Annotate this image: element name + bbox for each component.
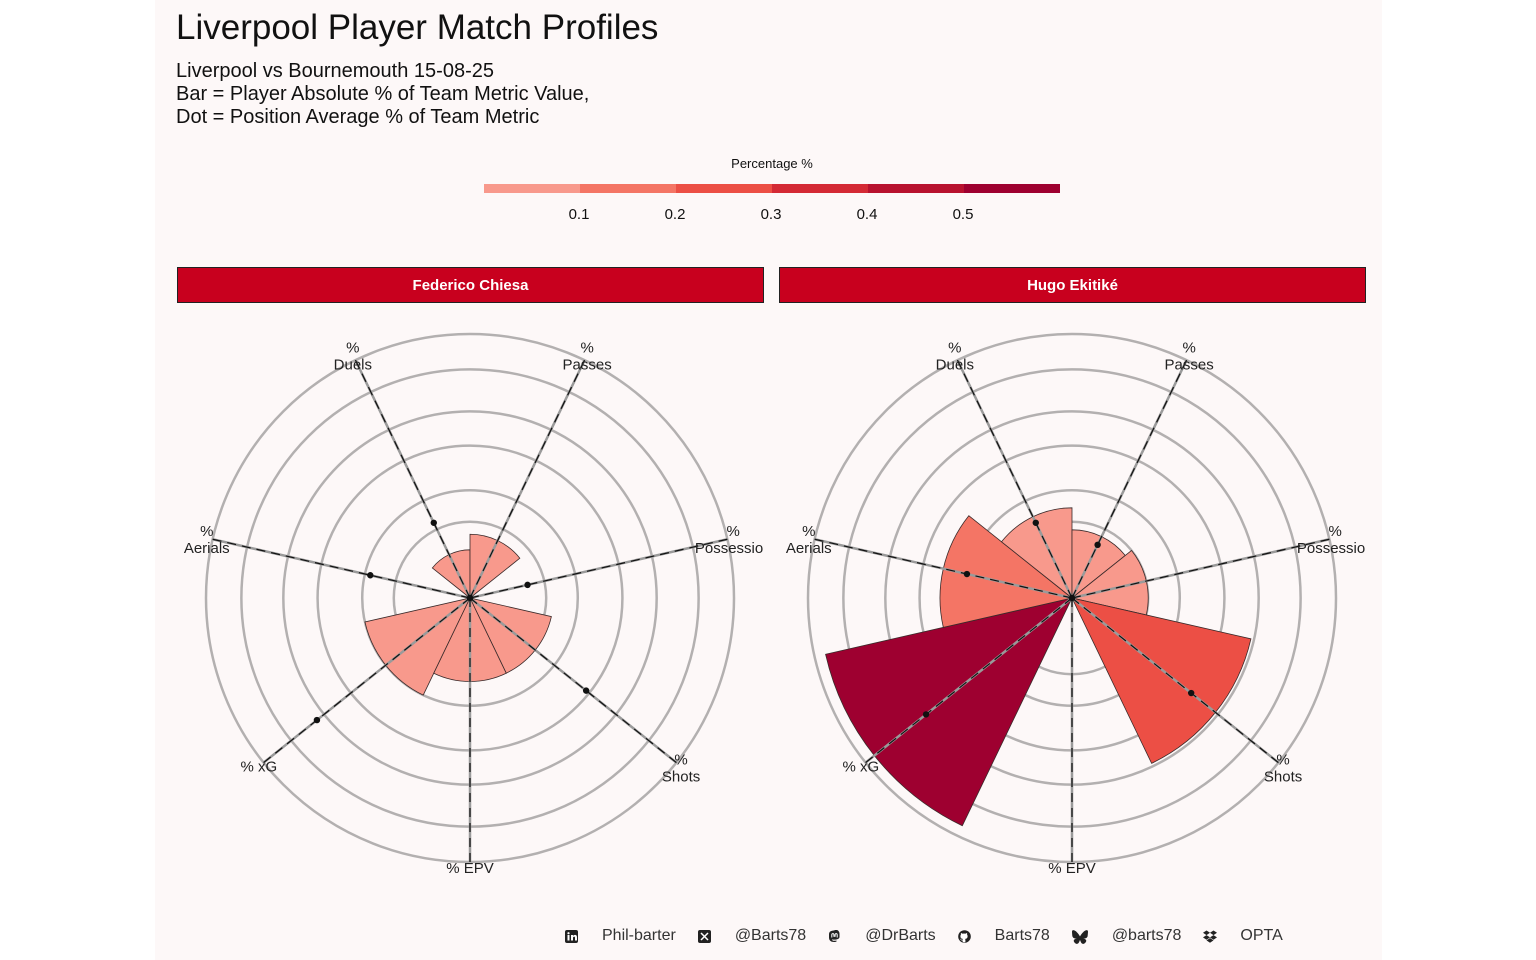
linkedin-icon bbox=[565, 929, 578, 943]
footer-item: @barts78 bbox=[1071, 927, 1204, 945]
axis-label: % Passes bbox=[563, 340, 612, 374]
subtitle-line-match: Liverpool vs Bournemouth 15-08-25 bbox=[176, 60, 494, 82]
axis-spoke bbox=[212, 538, 471, 600]
position-average-dot bbox=[963, 570, 971, 578]
axis-label: % EPV bbox=[446, 860, 494, 877]
footer-item: OPTA bbox=[1203, 927, 1304, 945]
footer-text: @DrBarts bbox=[865, 927, 936, 944]
position-average-dot bbox=[313, 716, 321, 724]
footer-credits: Phil-barter @Barts78 @DrBarts Barts78 @barts… bbox=[565, 924, 1305, 948]
panel-title-chiesa: Federico Chiesa bbox=[177, 267, 764, 303]
position-average-dot bbox=[466, 594, 474, 602]
axis-spoke bbox=[1070, 359, 1188, 599]
footer-text: @barts78 bbox=[1111, 927, 1182, 944]
legend-swatch bbox=[676, 184, 772, 193]
legend-swatch bbox=[868, 184, 964, 193]
position-average-dot bbox=[430, 519, 437, 526]
axis-label: % EPV bbox=[1048, 860, 1096, 877]
legend-swatch bbox=[484, 184, 580, 193]
legend-tick-label: 0.4 bbox=[856, 206, 878, 223]
footer-text: @Barts78 bbox=[734, 927, 807, 944]
axis-label: % Possession bbox=[695, 523, 764, 557]
subtitle-line-bar: Bar = Player Absolute % of Team Metric V… bbox=[176, 83, 590, 105]
position-average-dot bbox=[582, 687, 590, 694]
footer-item: @Barts78 bbox=[697, 927, 828, 945]
position-average-dot bbox=[1094, 541, 1101, 549]
axis-label: % xG bbox=[843, 758, 880, 775]
axis-spoke bbox=[468, 359, 586, 599]
bluesky-icon bbox=[1071, 929, 1088, 944]
legend-tick-label: 0.1 bbox=[568, 206, 590, 223]
chart-title: Liverpool Player Match Profiles bbox=[176, 8, 659, 47]
footer-text: Barts78 bbox=[994, 927, 1050, 944]
dropbox-icon bbox=[1203, 930, 1218, 943]
footer-item: @DrBarts bbox=[828, 927, 957, 945]
axis-spoke bbox=[469, 538, 728, 600]
bar-wedge bbox=[825, 597, 1073, 827]
axis-label: % xG bbox=[241, 758, 278, 775]
footer-item: Phil-barter bbox=[565, 927, 698, 945]
position-average-dot bbox=[1187, 689, 1195, 697]
axis-spoke bbox=[469, 597, 678, 764]
axis-label: % Possession bbox=[1297, 523, 1366, 557]
x-twitter-icon bbox=[697, 929, 711, 943]
panel-title-ekitike: Hugo Ekitiké bbox=[779, 267, 1366, 303]
legend-swatch bbox=[772, 184, 868, 193]
radar-chart-ekitike: % xG % Aerials % Duels % Passes % Possession % Sho… bbox=[786, 332, 1366, 877]
bar-wedge bbox=[1071, 597, 1252, 764]
axis-label: % Shots bbox=[1264, 751, 1302, 785]
footer-item: Barts78 bbox=[957, 927, 1072, 945]
footer-text: OPTA bbox=[1240, 927, 1283, 944]
legend-swatch bbox=[964, 184, 1060, 193]
axis-spoke bbox=[1071, 538, 1330, 600]
legend-colorbar bbox=[484, 184, 1060, 193]
position-average-dot bbox=[1068, 594, 1076, 602]
position-average-dot bbox=[367, 572, 374, 579]
position-average-dot bbox=[1032, 519, 1039, 526]
subtitle-line-dot: Dot = Position Average % of Team Metric bbox=[176, 106, 540, 128]
axis-spoke bbox=[262, 597, 471, 764]
radar-chart-chiesa: % xG % Aerials % Duels % Passes % Possession % Sho… bbox=[184, 332, 764, 877]
position-average-dot bbox=[922, 711, 930, 718]
github-icon bbox=[957, 929, 971, 943]
axis-spoke bbox=[354, 359, 472, 599]
mastodon-icon bbox=[828, 929, 841, 943]
axis-spoke bbox=[814, 538, 1073, 600]
axis-label: % Aerials bbox=[786, 523, 832, 557]
axis-spoke bbox=[956, 359, 1074, 599]
legend-tick-label: 0.2 bbox=[664, 206, 686, 223]
legend-tick-label: 0.3 bbox=[760, 206, 782, 223]
legend-title: Percentage % bbox=[731, 156, 813, 171]
axis-label: % Duels bbox=[334, 340, 372, 374]
position-average-dot bbox=[524, 581, 531, 589]
axis-label: % Passes bbox=[1165, 340, 1214, 374]
axis-label: % Duels bbox=[936, 340, 974, 374]
chart-subtitle: Liverpool vs Bournemouth 15-08-25 Bar = … bbox=[176, 60, 589, 129]
legend-tick-label: 0.5 bbox=[952, 206, 974, 223]
axis-label: % Aerials bbox=[184, 523, 230, 557]
axis-label: % Shots bbox=[662, 751, 700, 785]
footer-text: Phil-barter bbox=[602, 927, 676, 944]
axis-spoke bbox=[864, 597, 1073, 764]
legend-swatch bbox=[580, 184, 676, 193]
axis-spoke bbox=[1071, 597, 1280, 764]
